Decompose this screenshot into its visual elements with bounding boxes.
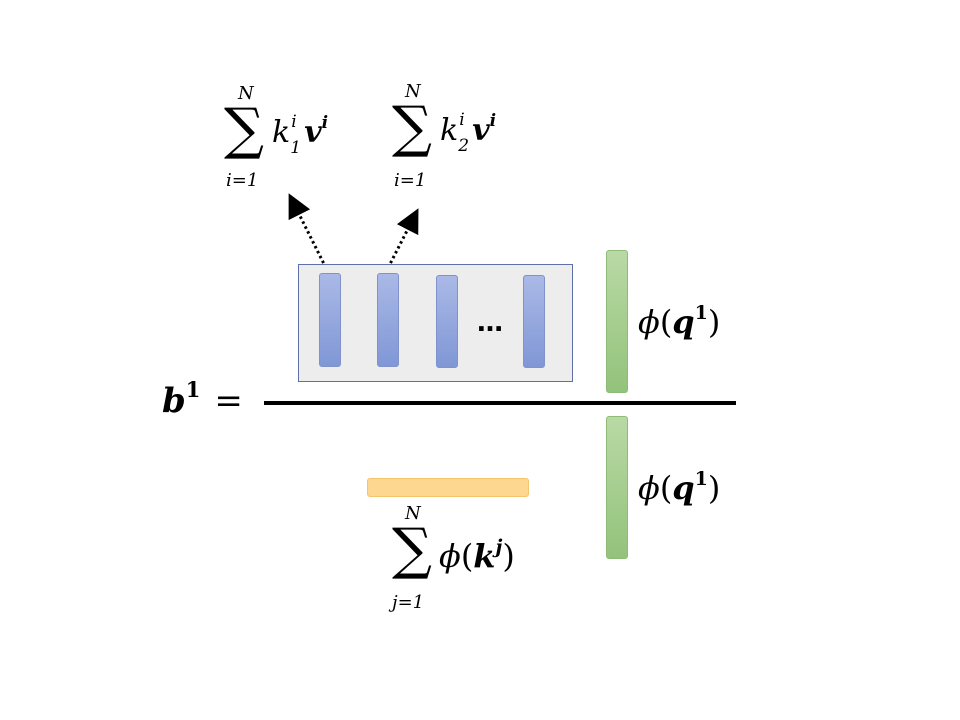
k-superscript: i bbox=[459, 110, 465, 130]
k-symbol: k bbox=[272, 115, 291, 150]
kv-vector-1 bbox=[319, 273, 341, 367]
query-vector-numerator bbox=[606, 250, 628, 393]
q-superscript: 1 bbox=[694, 302, 708, 324]
sum-lower-limit: i=1 bbox=[226, 170, 259, 191]
sum-upper-limit: N bbox=[405, 503, 421, 524]
ellipsis: … bbox=[477, 308, 504, 338]
close-paren: ) bbox=[502, 537, 515, 575]
key-sum-vector bbox=[367, 478, 529, 497]
b-superscript: 1 bbox=[185, 377, 201, 402]
q-superscript: 1 bbox=[694, 468, 708, 490]
sum-lower-limit: i=1 bbox=[394, 170, 427, 191]
phi-symbol: ϕ bbox=[638, 469, 660, 507]
equals-sign: = bbox=[214, 381, 243, 421]
kv-vector-2 bbox=[377, 273, 399, 367]
open-paren: ( bbox=[659, 303, 673, 341]
sum-sign-icon: ∑ bbox=[392, 95, 432, 160]
sum-upper-limit: N bbox=[405, 81, 421, 102]
k-subscript: 1 bbox=[290, 138, 302, 158]
kv-vector-3 bbox=[436, 275, 458, 368]
dotted-arrow-icon bbox=[386, 208, 419, 269]
sum-phi-k: N ∑ j=1 ϕ(kj) bbox=[388, 504, 538, 616]
sum-k1-v: N ∑ i=1 k i 1 vi bbox=[222, 84, 352, 194]
k-superscript: j bbox=[495, 536, 503, 558]
open-paren: ( bbox=[659, 469, 673, 507]
phi-q-denominator: ϕ(q1) bbox=[638, 469, 721, 507]
kv-vector-n bbox=[523, 275, 545, 368]
v-superscript: i bbox=[489, 111, 497, 131]
q-symbol: q bbox=[672, 469, 695, 507]
close-paren: ) bbox=[707, 303, 721, 341]
v-superscript: i bbox=[321, 113, 329, 133]
k-subscript: 2 bbox=[458, 136, 470, 156]
b-symbol: b bbox=[162, 381, 186, 421]
sum-k2-v: N ∑ i=1 k i 2 vi bbox=[390, 82, 520, 192]
k-superscript: i bbox=[291, 112, 297, 132]
phi-symbol: ϕ bbox=[439, 537, 461, 575]
v-symbol: v bbox=[472, 113, 490, 148]
sum-lower-limit: j=1 bbox=[392, 592, 425, 613]
lhs-b1: b1 = bbox=[162, 379, 243, 421]
phi-q-numerator: ϕ(q1) bbox=[638, 303, 721, 341]
fraction-line bbox=[264, 401, 736, 405]
q-symbol: q bbox=[672, 303, 695, 341]
sum-upper-limit: N bbox=[238, 83, 254, 104]
dotted-arrow-icon bbox=[288, 193, 328, 269]
sum-term-k2-v: k i 2 vi bbox=[440, 112, 496, 155]
v-symbol: v bbox=[304, 115, 322, 150]
sum-term-phi-k: ϕ(kj) bbox=[439, 537, 515, 575]
sum-sign-icon: ∑ bbox=[392, 517, 432, 582]
sum-term-k1-v: k i 1 vi bbox=[272, 114, 328, 157]
query-vector-denominator bbox=[606, 416, 628, 559]
phi-symbol: ϕ bbox=[638, 303, 660, 341]
sum-sign-icon: ∑ bbox=[224, 97, 264, 162]
close-paren: ) bbox=[707, 469, 721, 507]
k-symbol: k bbox=[440, 113, 459, 148]
k-symbol: k bbox=[473, 537, 496, 575]
open-paren: ( bbox=[460, 537, 474, 575]
